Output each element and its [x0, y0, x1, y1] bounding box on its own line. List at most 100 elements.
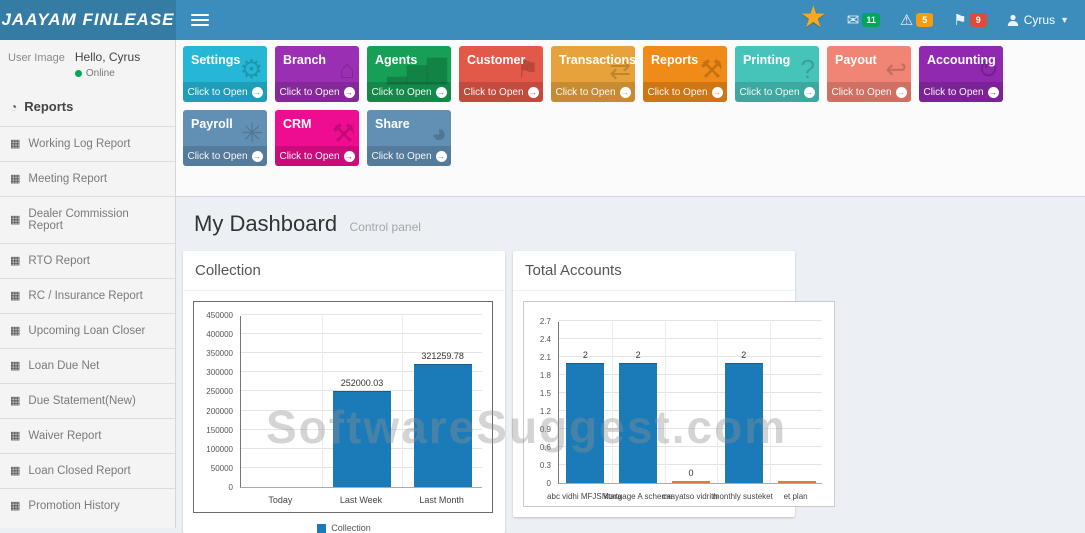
star-icon[interactable]: ★: [799, 1, 827, 34]
tile-crm[interactable]: CRM ⚒ Click to Open →: [275, 110, 359, 166]
tile-cta-label: Click to Open: [647, 86, 708, 98]
tile-reports[interactable]: Reports ⚒ Click to Open →: [643, 46, 727, 102]
y-axis-tick-label: 0.6: [539, 443, 551, 452]
tile-payout[interactable]: Payout ↩ Click to Open →: [827, 46, 911, 102]
page-subtitle: Control panel: [349, 220, 421, 234]
users-icon: ⚙: [239, 54, 263, 84]
y-axis-tick-label: 2.4: [539, 335, 551, 344]
tile-cta: Click to Open →: [459, 82, 543, 102]
collection-chart-legend: Collection: [183, 523, 505, 533]
legend-swatch: [317, 523, 327, 533]
question-icon: ?: [800, 54, 815, 84]
y-axis-tick-label: 0: [228, 483, 233, 492]
sidebar-item-label: Waiver Report: [28, 430, 102, 442]
sidebar-item-label: Promotion History: [28, 500, 120, 512]
bar-mortgage-a-scheme: [619, 363, 658, 483]
user-name: Cyrus: [1023, 13, 1056, 27]
sidebar-section-reports[interactable]: ◔ Reports: [0, 87, 175, 126]
sidebar-item-rto-report[interactable]: ▦ RTO Report: [0, 243, 175, 278]
dashboard-icon: ◔: [10, 99, 18, 114]
x-axis-tick-label: et plan: [783, 492, 808, 501]
tile-printing[interactable]: Printing? Click to Open →: [735, 46, 819, 102]
menu-toggle-icon[interactable]: [176, 0, 224, 41]
envelope-icon: ✉: [846, 12, 860, 29]
tile-label: Customer: [467, 53, 526, 67]
notification-count-badge: 9: [969, 13, 987, 27]
tile-cta: Click to Open →: [643, 82, 727, 102]
sidebar-item-label: Due Statement(New): [28, 395, 136, 407]
grid-icon: ▦: [10, 138, 21, 150]
y-axis-tick-label: 50000: [210, 463, 233, 473]
y-axis-tick-label: 400000: [206, 330, 233, 340]
y-axis-tick-label: 150000: [206, 425, 233, 435]
sidebar-item-label: Loan Closed Report: [28, 465, 131, 477]
bar-value-label: 2: [741, 350, 747, 360]
tile-payroll[interactable]: Payroll ✳ Click to Open →: [183, 110, 267, 166]
grid-icon: ▦: [10, 255, 21, 267]
status-label: Online: [85, 68, 115, 79]
tile-cta-label: Click to Open: [187, 86, 248, 98]
sidebar-item-rc-insurance-report[interactable]: ▦ RC / Insurance Report: [0, 278, 175, 313]
legend-label: Collection: [331, 523, 371, 533]
bar-value-label: 2: [635, 350, 641, 360]
sidebar-item-loan-due-net[interactable]: ▦ Loan Due Net: [0, 348, 175, 383]
tile-cta: Click to Open →: [367, 146, 451, 166]
sidebar-item-loan-closed-report[interactable]: ▦ Loan Closed Report: [0, 453, 175, 488]
navbar: ★ ✉ 11 ⚠ 5 ⚑ 9 Cyrus ▼: [176, 0, 1085, 40]
grid-icon: ▦: [10, 465, 21, 477]
grid-icon: ▦: [10, 325, 21, 337]
x-axis-tick-label: Mortgage A scheme: [601, 492, 673, 501]
tile-settings[interactable]: Settings ⚙ Click to Open →: [183, 46, 267, 102]
chart-panels: Collection 252000.03 321259.78 0 50000 10000…: [176, 245, 1085, 533]
tile-accounting[interactable]: Accounting ↻ Click to Open →: [919, 46, 1003, 102]
sidebar-item-promotion-history[interactable]: ▦ Promotion History: [0, 488, 175, 523]
tile-cta-label: Click to Open: [279, 86, 340, 98]
arrow-circle-right-icon: →: [435, 150, 447, 162]
undo-arrow-icon: ↩: [885, 54, 907, 84]
arrow-circle-right-icon: →: [343, 86, 355, 98]
arrow-circle-right-icon: →: [527, 86, 539, 98]
y-axis-tick-label: 200000: [206, 406, 233, 416]
tile-share[interactable]: Share ◕ Click to Open →: [367, 110, 451, 166]
tile-label: Printing: [743, 53, 791, 67]
sidebar-item-upcoming-loan-closer[interactable]: ▦ Upcoming Loan Closer: [0, 313, 175, 348]
tile-transactions[interactable]: Transactions ⇄ Click to Open →: [551, 46, 635, 102]
grid-icon: ▦: [10, 290, 21, 302]
online-status-icon: [74, 70, 82, 77]
y-axis-tick-label: 0.9: [539, 425, 551, 434]
tile-cta-label: Click to Open: [371, 150, 432, 162]
sidebar-item-working-log-report[interactable]: ▦ Working Log Report: [0, 126, 175, 161]
chevron-down-icon: ▼: [1060, 15, 1069, 25]
building-icon: ⌂: [339, 54, 355, 84]
page-title: My Dashboard: [194, 211, 338, 236]
notification-envelope[interactable]: ✉ 11: [847, 11, 880, 29]
app-logo[interactable]: JAAYAM FINLEASE: [0, 0, 176, 40]
user-image-label: User Image: [8, 52, 65, 64]
collection-panel: Collection 252000.03 321259.78 0 50000 10000…: [183, 251, 505, 533]
x-axis-tick-label: Last Month: [419, 495, 464, 505]
notification-flag[interactable]: ⚑ 9: [953, 11, 987, 29]
y-axis-tick-label: 2.1: [539, 353, 551, 362]
sidebar-item-due-statement-new[interactable]: ▦ Due Statement(New): [0, 383, 175, 418]
bar-value-label: 321259.78: [421, 351, 464, 362]
tile-label: Accounting: [927, 53, 996, 67]
sidebar: User Image Hello, Cyrus Online ◔ Reports…: [0, 40, 176, 528]
tile-cta-label: Click to Open: [371, 86, 432, 98]
sidebar-item-meeting-report[interactable]: ▦ Meeting Report: [0, 161, 175, 196]
tile-agents[interactable]: Agents ▂▅▇ Click to Open →: [367, 46, 451, 102]
sidebar-item-waiver-report[interactable]: ▦ Waiver Report: [0, 418, 175, 453]
arrow-circle-right-icon: →: [895, 86, 907, 98]
tile-label: Payout: [835, 53, 877, 67]
user-menu[interactable]: Cyrus ▼: [1007, 13, 1069, 27]
sidebar-item-dealer-commission-report[interactable]: ▦ Dealer Commission Report: [0, 196, 175, 243]
tile-label: Share: [375, 117, 410, 131]
tile-branch[interactable]: Branch ⌂ Click to Open →: [275, 46, 359, 102]
grid-icon: ▦: [10, 173, 21, 185]
x-axis-tick-label: caayatso vidrith: [662, 492, 718, 501]
pie-chart-icon: ◕: [431, 118, 447, 148]
tile-cta: Click to Open →: [367, 82, 451, 102]
notification-warning[interactable]: ⚠ 5: [900, 11, 934, 29]
arrow-circle-right-icon: →: [803, 86, 815, 98]
y-axis-tick-label: 0: [546, 479, 551, 488]
tile-customer[interactable]: Customer ⚑ Click to Open →: [459, 46, 543, 102]
